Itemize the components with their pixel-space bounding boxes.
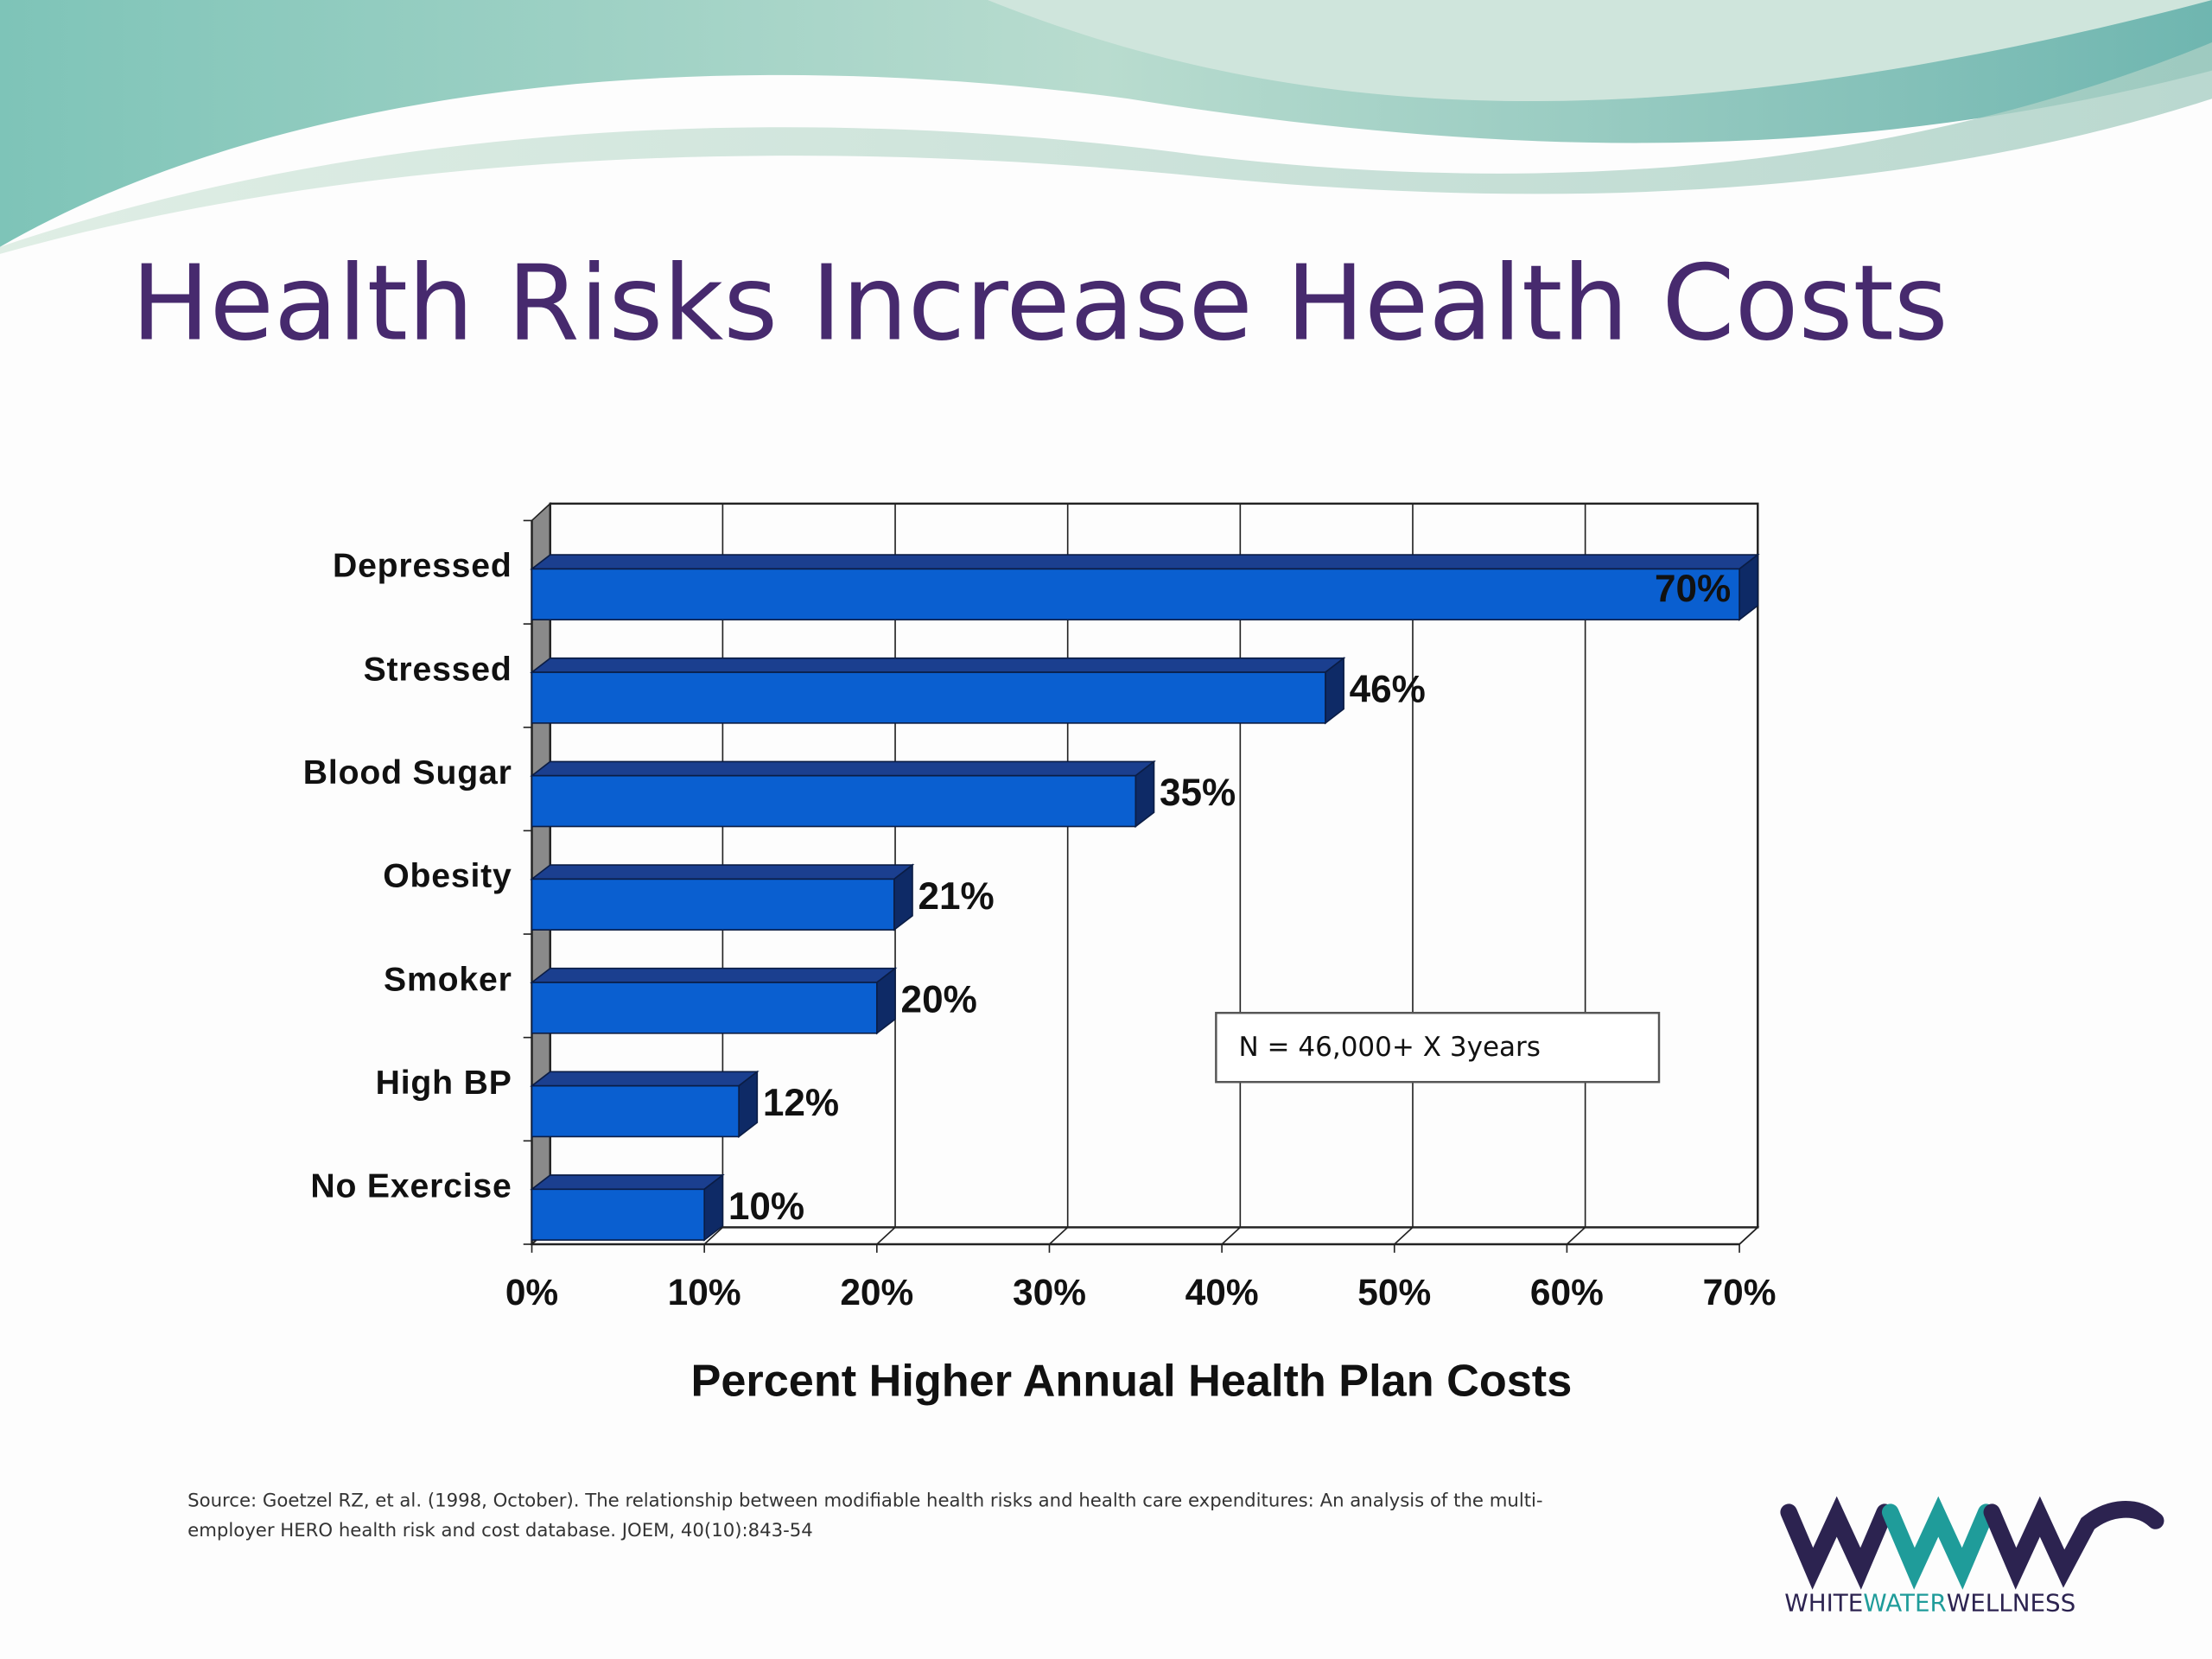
bar	[530, 863, 915, 931]
x-tick-label: 10%	[668, 1272, 741, 1313]
source-line: employer HERO health risk and cost datab…	[188, 1520, 813, 1541]
x-tick-label: 40%	[1185, 1272, 1259, 1313]
x-axis-title: Percent Higher Annual Health Plan Costs	[691, 1356, 1573, 1406]
bar-top	[530, 760, 1156, 777]
bar	[530, 760, 1156, 829]
bar-front	[531, 671, 1326, 724]
grid-line	[1394, 503, 1414, 1245]
logo-part: WATER	[1863, 1588, 1947, 1617]
bar-front	[531, 1084, 740, 1138]
bar-top	[530, 967, 898, 983]
header-wave-light	[987, 0, 2212, 102]
bar	[530, 657, 1346, 725]
bar-top	[530, 1071, 760, 1087]
category-label: Obesity	[383, 858, 512, 895]
grid-line	[703, 503, 724, 1245]
bar-top	[530, 554, 1760, 570]
bar-front	[531, 1188, 705, 1241]
value-label: 35%	[1160, 772, 1236, 814]
logo-text: WHITEWATERWELLNESS	[1784, 1588, 2075, 1617]
bar-front	[531, 774, 1137, 828]
value-label: 12%	[763, 1082, 839, 1124]
value-label: 46%	[1350, 669, 1426, 711]
grid-line	[1048, 503, 1069, 1245]
source-line: Source: Goetzel RZ, et al. (1998, Octobe…	[188, 1491, 1542, 1512]
x-tick-label: 50%	[1357, 1272, 1431, 1313]
category-label: Stressed	[364, 651, 512, 688]
x-tick-label: 60%	[1530, 1272, 1604, 1313]
logo-part: WHITE	[1784, 1588, 1863, 1617]
bar-front	[531, 568, 1740, 621]
bar	[530, 1070, 760, 1139]
note-box	[1215, 1012, 1661, 1084]
value-label: 20%	[901, 979, 977, 1021]
bar	[530, 967, 898, 1035]
grid-line	[1738, 503, 1759, 1245]
value-label: 70%	[1655, 568, 1731, 610]
header-wave-band	[0, 41, 2212, 254]
x-tick-label: 0%	[505, 1272, 558, 1313]
slide-title: Health Risks Increase Health Costs	[131, 243, 1948, 364]
grid-line	[1221, 503, 1242, 1245]
x-tick-label: 20%	[840, 1272, 913, 1313]
bar-top	[530, 864, 915, 880]
bar	[530, 553, 1760, 621]
grid-line	[876, 503, 896, 1245]
category-label: Depressed	[333, 548, 512, 585]
note: N = 46,000+ X 3years	[1238, 1032, 1540, 1063]
value-label: 21%	[918, 875, 995, 918]
category-label: Smoker	[384, 961, 512, 998]
bar-top	[530, 657, 1346, 673]
x-tick-label: 30%	[1013, 1272, 1086, 1313]
bar-front	[531, 878, 895, 931]
value-label: 10%	[728, 1185, 804, 1228]
category-label: Blood Sugar	[303, 754, 512, 791]
bar-front	[531, 982, 878, 1034]
category-label: No Exercise	[310, 1168, 512, 1205]
grid-line	[1566, 503, 1586, 1245]
x-tick-label: 70%	[1703, 1272, 1777, 1313]
bar-top	[530, 1174, 725, 1191]
bar	[530, 1173, 725, 1242]
logo-mark	[1780, 1496, 2164, 1590]
logo-part: WELLNESS	[1947, 1588, 2075, 1617]
chart: 0% 10% 20% 30% 40% 50% 60% 70% Depressed 70% Stres…	[303, 501, 1777, 1406]
category-label: High BP	[376, 1065, 512, 1102]
